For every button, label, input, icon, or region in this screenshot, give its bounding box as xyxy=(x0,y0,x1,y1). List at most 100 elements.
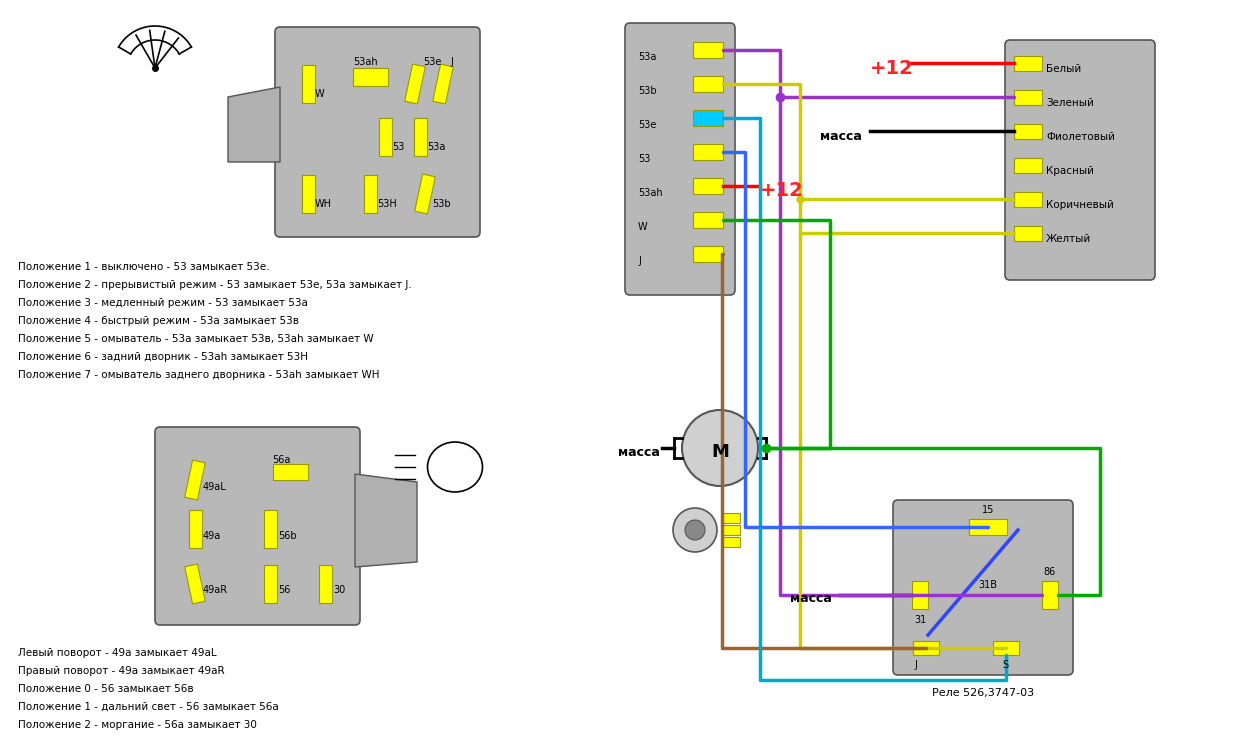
Bar xyxy=(185,564,205,604)
Text: 30: 30 xyxy=(333,585,345,595)
Bar xyxy=(432,64,453,104)
Bar xyxy=(264,565,276,603)
Text: Положение 1 - выключено - 53 замыкает 53e.: Положение 1 - выключено - 53 замыкает 53… xyxy=(18,262,270,272)
Text: W: W xyxy=(315,89,324,99)
Text: 31: 31 xyxy=(914,615,926,625)
Text: Положение 6 - задний дворник - 53ah замыкает 53Н: Положение 6 - задний дворник - 53ah замы… xyxy=(18,352,308,362)
Text: 53b: 53b xyxy=(638,86,657,96)
Polygon shape xyxy=(355,474,417,567)
Text: 56a: 56a xyxy=(273,455,290,465)
Bar xyxy=(722,513,740,523)
Text: Положение 7 - омыватель заднего дворника - 53ah замыкает WH: Положение 7 - омыватель заднего дворника… xyxy=(18,370,379,380)
Text: Правый поворот - 49a замыкает 49aR: Правый поворот - 49a замыкает 49aR xyxy=(18,666,225,676)
Text: масса: масса xyxy=(790,593,831,606)
Bar xyxy=(693,178,723,194)
Text: Коричневый: Коричневый xyxy=(1046,200,1114,210)
Text: 49aR: 49aR xyxy=(203,585,229,595)
Bar xyxy=(301,65,314,103)
Bar xyxy=(968,519,1007,535)
Text: Желтый: Желтый xyxy=(1046,234,1091,244)
Text: 53H: 53H xyxy=(377,199,397,209)
Text: Зеленый: Зеленый xyxy=(1046,98,1094,108)
Text: 53b: 53b xyxy=(432,199,451,209)
FancyBboxPatch shape xyxy=(275,27,480,237)
Text: Реле 526,3747-03: Реле 526,3747-03 xyxy=(932,688,1034,698)
Text: 86: 86 xyxy=(1044,567,1056,577)
Text: 53a: 53a xyxy=(638,52,657,62)
Bar xyxy=(993,641,1019,655)
Bar xyxy=(1014,191,1042,206)
Bar xyxy=(188,510,201,548)
Text: 53ah: 53ah xyxy=(638,188,663,198)
Polygon shape xyxy=(229,87,280,162)
Bar xyxy=(722,537,740,547)
Text: 31B: 31B xyxy=(978,580,997,590)
Bar xyxy=(404,64,426,104)
Text: S: S xyxy=(1002,660,1009,670)
Text: Левый поворот - 49a замыкает 49aL: Левый поворот - 49a замыкает 49aL xyxy=(18,648,216,658)
Text: Положение 1 - дальний свет - 56 замыкает 56a: Положение 1 - дальний свет - 56 замыкает… xyxy=(18,702,279,712)
Text: Положение 3 - медленный режим - 53 замыкает 53a: Положение 3 - медленный режим - 53 замык… xyxy=(18,298,308,308)
Text: 53a: 53a xyxy=(427,142,446,152)
Text: Фиолетовый: Фиолетовый xyxy=(1046,132,1115,142)
Text: 53: 53 xyxy=(392,142,404,152)
Bar xyxy=(693,76,723,92)
Bar xyxy=(301,175,314,213)
Bar xyxy=(264,510,276,548)
Bar xyxy=(353,68,388,86)
Circle shape xyxy=(682,410,759,486)
Bar xyxy=(319,565,332,603)
Bar xyxy=(273,464,308,480)
Bar xyxy=(1014,123,1042,138)
Text: 49a: 49a xyxy=(203,531,221,541)
Text: Положение 5 - омыватель - 53a замыкает 53в, 53ah замыкает W: Положение 5 - омыватель - 53a замыкает 5… xyxy=(18,334,373,344)
Text: 56b: 56b xyxy=(278,531,296,541)
Text: масса: масса xyxy=(820,131,862,144)
Bar xyxy=(1042,581,1058,609)
Bar xyxy=(913,641,939,655)
Text: WH: WH xyxy=(315,199,332,209)
Text: 53e: 53e xyxy=(423,57,441,67)
Text: J: J xyxy=(914,660,917,670)
Bar xyxy=(378,118,392,156)
Text: Красный: Красный xyxy=(1046,166,1094,176)
Bar xyxy=(693,110,723,126)
Text: 53ah: 53ah xyxy=(353,57,378,67)
Text: W: W xyxy=(638,222,648,232)
FancyBboxPatch shape xyxy=(893,500,1073,675)
Text: Положение 0 - 56 замыкает 56в: Положение 0 - 56 замыкает 56в xyxy=(18,684,193,694)
Text: 49aL: 49aL xyxy=(203,482,227,492)
Bar xyxy=(693,144,723,160)
FancyBboxPatch shape xyxy=(625,23,735,295)
Ellipse shape xyxy=(427,442,482,492)
Bar xyxy=(693,246,723,262)
Bar xyxy=(413,118,427,156)
Text: 53e: 53e xyxy=(638,120,657,130)
Text: Положение 4 - быстрый режим - 53a замыкает 53в: Положение 4 - быстрый режим - 53a замыка… xyxy=(18,316,299,326)
Bar xyxy=(363,175,377,213)
Text: Белый: Белый xyxy=(1046,64,1081,74)
Bar xyxy=(912,581,928,609)
Text: 56: 56 xyxy=(278,585,290,595)
Bar xyxy=(693,212,723,228)
Bar xyxy=(1014,55,1042,70)
Bar xyxy=(693,42,723,58)
Circle shape xyxy=(673,508,717,552)
Text: Положение 2 - прерывистый режим - 53 замыкает 53e, 53a замыкает J.: Положение 2 - прерывистый режим - 53 зам… xyxy=(18,280,412,290)
Bar xyxy=(1014,89,1042,104)
Bar xyxy=(1014,225,1042,240)
Text: J: J xyxy=(450,57,453,67)
Text: +12: +12 xyxy=(870,58,914,78)
Text: M: M xyxy=(711,443,728,461)
Circle shape xyxy=(685,520,705,540)
Text: J: J xyxy=(638,256,641,266)
Bar xyxy=(1014,157,1042,172)
Text: 53: 53 xyxy=(638,154,651,164)
Text: Положение 2 - моргание - 56a замыкает 30: Положение 2 - моргание - 56a замыкает 30 xyxy=(18,720,257,730)
Bar xyxy=(722,525,740,535)
Text: масса: масса xyxy=(618,445,659,458)
Bar xyxy=(185,460,205,500)
FancyBboxPatch shape xyxy=(1005,40,1156,280)
FancyBboxPatch shape xyxy=(154,427,360,625)
Text: +12: +12 xyxy=(760,181,804,200)
